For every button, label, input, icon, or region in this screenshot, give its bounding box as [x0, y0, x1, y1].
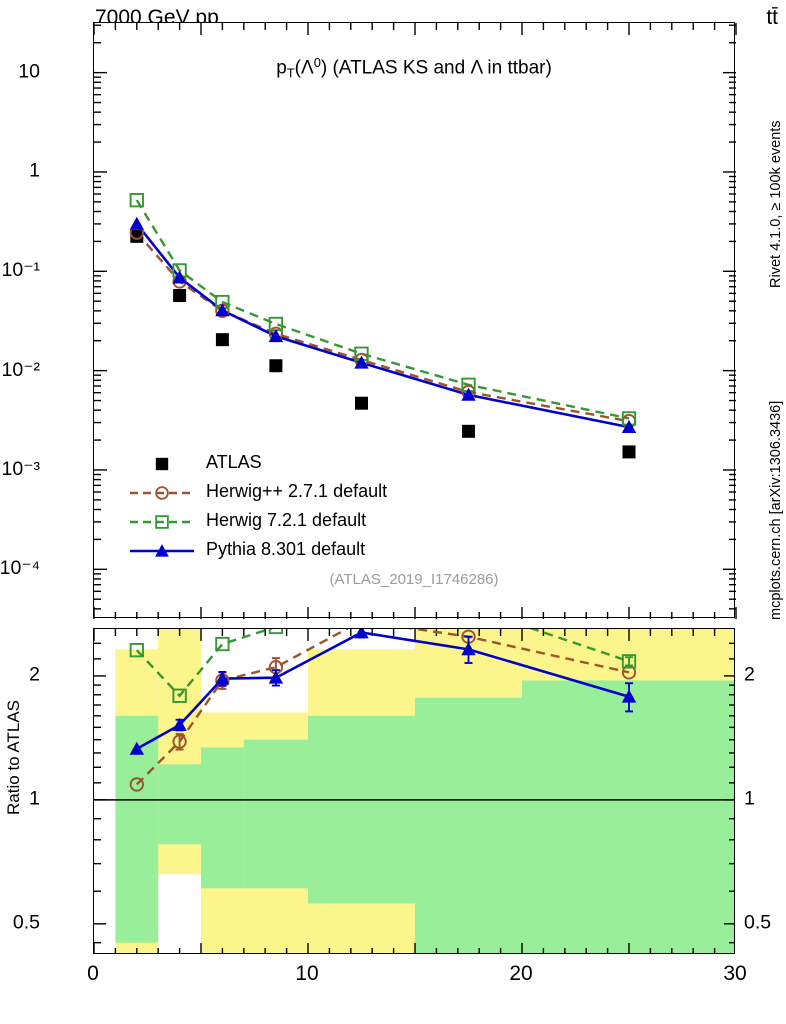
ratio-y-tick-label-right: 0.5	[744, 911, 772, 934]
ratio-plot-canvas	[94, 629, 734, 953]
mcplots-reference-label: mcplots.cern.ch [arXiv:1306.3436]	[768, 400, 784, 620]
ratio-axis-title: Ratio to ATLAS	[4, 700, 23, 815]
main-y-tick-label: 10⁻¹	[1, 259, 40, 282]
main-y-tick-label: 10⁻⁴	[0, 557, 40, 580]
process-label: tt̄	[766, 6, 778, 29]
x-tick-label: 0	[87, 962, 99, 985]
legend-label: Herwig++ 2.7.1 default	[206, 481, 388, 501]
ratio-plot-panel	[93, 628, 735, 954]
main-y-tick-label: 10	[18, 60, 40, 83]
legend-item: Pythia 8.301 default	[128, 535, 387, 564]
ratio-y-tick-label-right: 1	[744, 787, 755, 810]
x-tick-label: 30	[723, 962, 747, 985]
main-y-tick-label: 10⁻²	[1, 358, 40, 381]
legend: ATLAS Herwig++ 2.7.1 default Herwig 7.2.1 …	[128, 448, 387, 564]
main-y-tick-label: 10⁻³	[1, 457, 40, 480]
ratio-y-tick-label: 0.5	[12, 911, 40, 934]
legend-label: ATLAS	[206, 452, 262, 472]
rivet-version-label: Rivet 4.1.0, ≥ 100k events	[768, 120, 784, 288]
legend-label: Pythia 8.301 default	[206, 539, 366, 559]
legend-label: Herwig 7.2.1 default	[206, 510, 367, 530]
plot-title: pT(Λ0) (ATLAS KS and Λ in ttbar)	[276, 55, 552, 81]
x-tick-label: 10	[295, 962, 319, 985]
legend-marker-icon	[128, 540, 196, 560]
legend-item: ATLAS	[128, 448, 387, 477]
main-plot-panel: pT(Λ0) (ATLAS KS and Λ in ttbar) (ATLAS_…	[93, 22, 737, 619]
legend-marker-icon	[128, 482, 196, 502]
legend-item: Herwig 7.2.1 default	[128, 506, 387, 535]
legend-marker-icon	[128, 511, 196, 531]
x-tick-label: 20	[509, 962, 533, 985]
ratio-y-tick-label: 2	[29, 663, 40, 686]
ratio-y-tick-label: 1	[29, 787, 40, 810]
legend-marker-icon	[128, 453, 196, 473]
legend-item: Herwig++ 2.7.1 default	[128, 477, 387, 506]
ratio-y-tick-label-right: 2	[744, 663, 755, 686]
analysis-id-watermark: (ATLAS_2019_I1746286)	[329, 571, 499, 588]
main-y-tick-label: 1	[29, 159, 40, 182]
main-plot-canvas	[93, 23, 737, 619]
